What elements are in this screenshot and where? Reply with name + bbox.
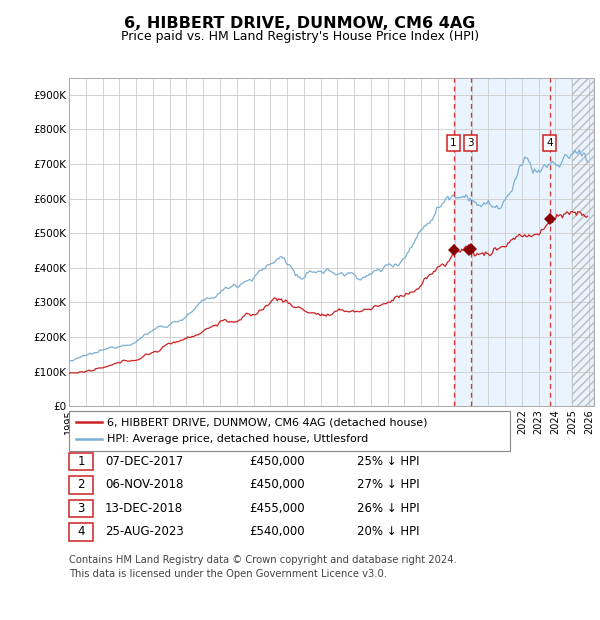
- Text: 3: 3: [467, 138, 474, 148]
- Text: £450,000: £450,000: [249, 455, 305, 467]
- Text: Contains HM Land Registry data © Crown copyright and database right 2024.
This d: Contains HM Land Registry data © Crown c…: [69, 555, 457, 579]
- Text: Price paid vs. HM Land Registry's House Price Index (HPI): Price paid vs. HM Land Registry's House …: [121, 30, 479, 43]
- Text: 26% ↓ HPI: 26% ↓ HPI: [357, 502, 419, 515]
- Bar: [572, 78, 594, 406]
- Text: 07-DEC-2017: 07-DEC-2017: [105, 455, 183, 467]
- Text: 1: 1: [77, 455, 85, 467]
- Text: 06-NOV-2018: 06-NOV-2018: [105, 479, 184, 491]
- Text: 3: 3: [77, 502, 85, 515]
- Text: 27% ↓ HPI: 27% ↓ HPI: [357, 479, 419, 491]
- Text: 4: 4: [77, 526, 85, 538]
- Text: 25-AUG-2023: 25-AUG-2023: [105, 526, 184, 538]
- Text: £455,000: £455,000: [249, 502, 305, 515]
- Text: 6, HIBBERT DRIVE, DUNMOW, CM6 4AG: 6, HIBBERT DRIVE, DUNMOW, CM6 4AG: [124, 16, 476, 30]
- Text: HPI: Average price, detached house, Uttlesford: HPI: Average price, detached house, Uttl…: [107, 434, 368, 445]
- Text: 25% ↓ HPI: 25% ↓ HPI: [357, 455, 419, 467]
- Text: 4: 4: [546, 138, 553, 148]
- Text: 13-DEC-2018: 13-DEC-2018: [105, 502, 183, 515]
- Bar: [454, 78, 594, 406]
- Text: 20% ↓ HPI: 20% ↓ HPI: [357, 526, 419, 538]
- Text: 1: 1: [450, 138, 457, 148]
- Text: £540,000: £540,000: [249, 526, 305, 538]
- Text: 2: 2: [77, 479, 85, 491]
- Text: £450,000: £450,000: [249, 479, 305, 491]
- Text: 6, HIBBERT DRIVE, DUNMOW, CM6 4AG (detached house): 6, HIBBERT DRIVE, DUNMOW, CM6 4AG (detac…: [107, 417, 427, 427]
